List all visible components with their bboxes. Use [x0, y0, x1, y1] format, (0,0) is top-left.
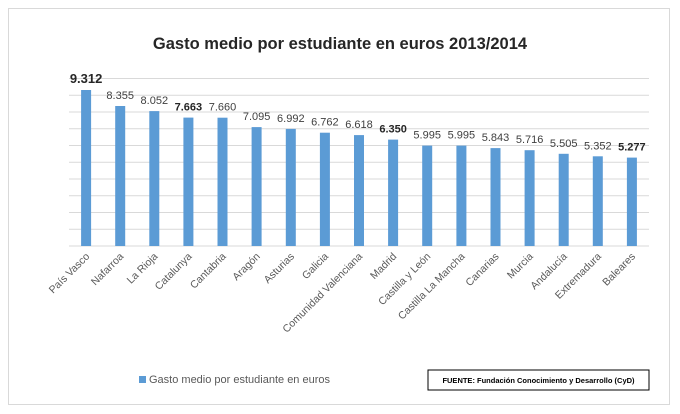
bar — [217, 117, 228, 246]
data-label: 5.277 — [618, 142, 646, 154]
bar — [115, 106, 126, 246]
bar — [149, 111, 160, 246]
data-label: 7.663 — [175, 102, 203, 114]
bar — [183, 117, 194, 246]
data-label: 8.355 — [106, 90, 134, 102]
data-label: 5.716 — [516, 134, 544, 146]
x-tick-label: Galicia — [300, 251, 331, 282]
data-label: 5.505 — [550, 138, 578, 150]
data-label: 5.995 — [448, 130, 476, 142]
bar — [490, 148, 501, 246]
bar — [592, 156, 603, 246]
data-label: 5.995 — [413, 130, 441, 142]
bar — [626, 157, 637, 246]
bar — [422, 145, 433, 246]
data-label: 9.312 — [70, 71, 103, 86]
data-label: 6.992 — [277, 113, 305, 125]
bar-chart: Gasto medio por estudiante en euros 2013… — [47, 35, 650, 391]
bar — [524, 150, 535, 246]
legend: Gasto medio por estudiante en euros — [139, 374, 331, 386]
source-border — [427, 369, 650, 391]
x-tick-label: Castilla La Mancha — [396, 251, 468, 323]
data-label: 7.660 — [209, 102, 237, 114]
bar — [285, 128, 296, 246]
legend-swatch — [139, 376, 146, 383]
bar — [558, 153, 569, 246]
x-tick-label: Nafarroa — [89, 251, 126, 288]
data-label: 6.762 — [311, 117, 339, 129]
data-label: 6.618 — [345, 119, 373, 131]
data-label: 5.843 — [482, 132, 510, 144]
data-label: 6.350 — [379, 124, 407, 136]
bars — [81, 90, 637, 246]
bar — [251, 127, 262, 246]
x-tick-label: Murcia — [505, 251, 536, 282]
chart-frame: Gasto medio por estudiante en euros 2013… — [8, 8, 670, 405]
legend-label: Gasto medio por estudiante en euros — [149, 374, 331, 386]
x-tick-label: Madrid — [368, 251, 399, 282]
x-tick-label: Asturias — [262, 251, 297, 286]
x-tick-label: Catalunya — [153, 251, 195, 293]
bar — [388, 139, 399, 246]
data-label: 8.052 — [141, 95, 169, 107]
data-label: 7.095 — [243, 111, 271, 123]
source-box: FUENTE: Fundación Conocimiento y Desarro… — [427, 369, 650, 391]
x-tick-label: Aragón — [230, 251, 263, 284]
x-tick-label: Baleares — [600, 251, 638, 289]
x-tick-label: País Vasco — [47, 251, 93, 297]
source-label: FUENTE: Fundación Conocimiento y Desarro… — [442, 376, 635, 385]
bar — [354, 135, 364, 246]
x-tick-label: Cantabria — [188, 251, 229, 292]
bar — [81, 90, 92, 246]
chart-title: Gasto medio por estudiante en euros 2013… — [153, 35, 528, 53]
data-label: 5.352 — [584, 140, 612, 152]
x-tick-label: Canarias — [463, 251, 501, 289]
bar — [319, 132, 330, 246]
bar — [456, 145, 467, 246]
